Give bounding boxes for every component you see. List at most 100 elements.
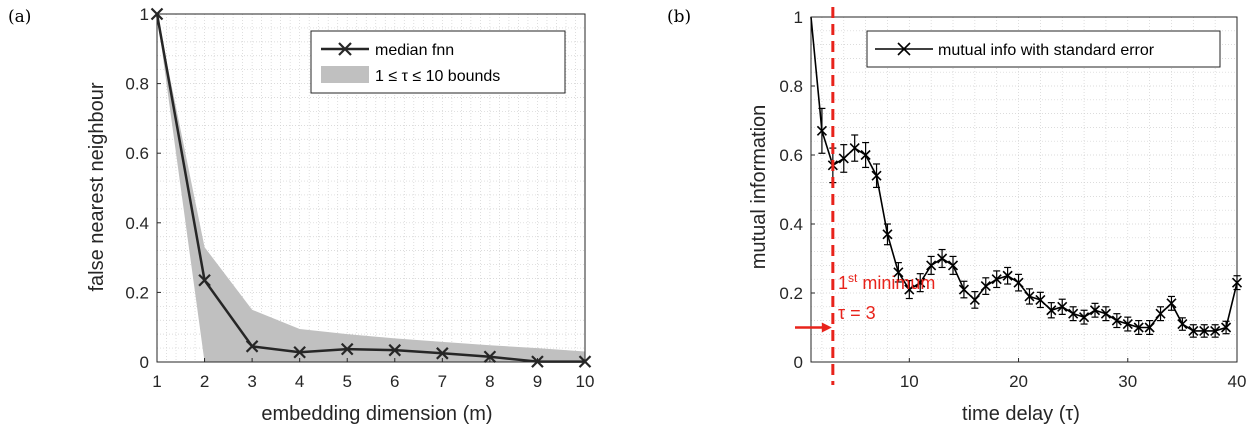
plot-frame (156, 13, 586, 363)
chart-a-point (388, 343, 402, 357)
chart-a-ylabel: false nearest neighbour (86, 82, 108, 291)
y-tick-label: 0.2 (125, 283, 149, 302)
chart-b-point (1089, 305, 1101, 316)
chart-a-legend: median fnn 1 ≤ τ ≤ 10 bounds (310, 30, 566, 94)
chart-a-legend-line-marker (338, 42, 352, 56)
chart-b-annotation-arrowhead (821, 322, 832, 333)
chart-a-legend-band-swatch (321, 66, 369, 83)
chart-b-legend: mutual info with standard error (866, 30, 1221, 68)
chart-b-point (926, 260, 937, 271)
chart-b-point (915, 277, 926, 288)
annotation-ordinal-number: 1 (838, 273, 848, 293)
chart-b-axes (810, 16, 1238, 363)
chart-b-tick-labels: 10 20 30 40 0 0.2 0.4 0.6 0.8 1 (779, 8, 1246, 391)
chart-a-xlabel: embedding dimension (m) (261, 403, 492, 425)
y-tick-label: 1 (794, 8, 803, 27)
chart-b-point (958, 284, 969, 295)
y-tick-label: 0.4 (125, 214, 149, 233)
chart-b-xlabel: time delay (τ) (962, 403, 1080, 425)
x-tick-label: 4 (295, 372, 304, 391)
chart-a: 1 2 3 4 5 6 7 8 9 10 0 0.2 0.4 0.6 0.8 1 embedding dime… (86, 5, 594, 425)
chart-a-point (436, 347, 449, 360)
chart-b-point (1122, 318, 1133, 330)
x-tick-label: 9 (533, 372, 542, 391)
chart-b-mi-line (810, 16, 1238, 332)
chart-b-annotation: 1st minimum τ = 3 (795, 271, 935, 333)
chart-b-point (1231, 277, 1243, 288)
chart-b-error-bars (818, 107, 1241, 338)
annotation-min-word: minimum (857, 273, 935, 293)
chart-b-point (904, 284, 915, 295)
chart-b-legend-marker (897, 42, 911, 56)
chart-b-point (937, 253, 948, 264)
chart-a-legend-line-label: median fnn (375, 42, 454, 59)
chart-a-point (293, 345, 306, 359)
x-tick-label: 10 (576, 372, 595, 391)
x-tick-label: 3 (247, 372, 256, 391)
chart-b-point (1133, 322, 1144, 333)
chart-b-point (882, 229, 893, 240)
chart-a-tick-labels: 1 2 3 4 5 6 7 8 9 10 0 0.2 0.4 0.6 0.8 1 (125, 5, 594, 391)
chart-b-point (1111, 315, 1122, 326)
chart-a-axes (156, 13, 586, 363)
chart-a-bounds-band (157, 14, 585, 362)
chart-a-legend-band-label: 1 ≤ τ ≤ 10 bounds (375, 68, 500, 85)
plot-frame (810, 16, 1238, 363)
chart-b-point (1013, 277, 1024, 288)
chart-b-point (1166, 298, 1177, 309)
x-tick-label: 40 (1228, 372, 1247, 391)
chart-b-point (838, 153, 849, 164)
x-tick-label: 6 (390, 372, 399, 391)
y-tick-label: 0.8 (779, 77, 803, 96)
x-tick-label: 2 (200, 372, 209, 391)
chart-a-point (340, 342, 354, 356)
chart-a-median-line (155, 13, 585, 363)
chart-b-markers (816, 125, 1243, 337)
chart-b-annotation-line2: τ = 3 (838, 303, 876, 323)
panel-label-a: (a) (8, 7, 31, 27)
panel-label-b: (b) (667, 7, 691, 27)
chart-b-point (969, 294, 980, 305)
chart-b-point (1046, 305, 1057, 316)
x-tick-label: 30 (1118, 372, 1137, 391)
x-tick-label: 8 (485, 372, 494, 391)
chart-b-point (860, 149, 871, 161)
y-tick-label: 0.2 (779, 284, 803, 303)
x-tick-label: 5 (342, 372, 351, 391)
y-tick-label: 1 (140, 5, 149, 24)
annotation-ordinal-suffix: st (848, 271, 858, 285)
chart-b-point (816, 125, 827, 136)
chart-b-ylabel: mutual information (748, 105, 770, 270)
chart-b-point (1199, 325, 1210, 337)
y-tick-label: 0 (140, 353, 149, 372)
chart-b-point (991, 274, 1002, 285)
chart-b-point (980, 281, 991, 292)
y-tick-label: 0.6 (779, 146, 803, 165)
chart-b-point (871, 170, 882, 181)
chart-b-point (1155, 308, 1166, 319)
chart-a-point (245, 340, 259, 353)
x-tick-label: 1 (152, 372, 161, 391)
x-tick-label: 10 (900, 372, 919, 391)
chart-b-point (1100, 308, 1111, 319)
x-tick-label: 20 (1009, 372, 1028, 391)
chart-b-point (1002, 270, 1013, 281)
y-tick-label: 0.4 (779, 215, 803, 234)
chart-b-point (1035, 294, 1046, 305)
chart-b-legend-label: mutual info with standard error (938, 42, 1155, 59)
chart-b-annotation-line1: 1st minimum (838, 271, 935, 293)
chart-b-point (849, 143, 860, 154)
chart-b-point (1210, 325, 1221, 337)
chart-b-point (947, 260, 959, 271)
chart-b-point (1068, 308, 1079, 319)
chart-b-point (893, 267, 904, 278)
chart-b-point (1221, 322, 1232, 333)
x-tick-label: 7 (438, 372, 447, 391)
chart-b-point (1024, 291, 1035, 302)
chart-b-point (1188, 325, 1199, 337)
chart-a-point (198, 273, 211, 287)
y-tick-label: 0.8 (125, 75, 149, 94)
chart-a-point (483, 350, 497, 364)
